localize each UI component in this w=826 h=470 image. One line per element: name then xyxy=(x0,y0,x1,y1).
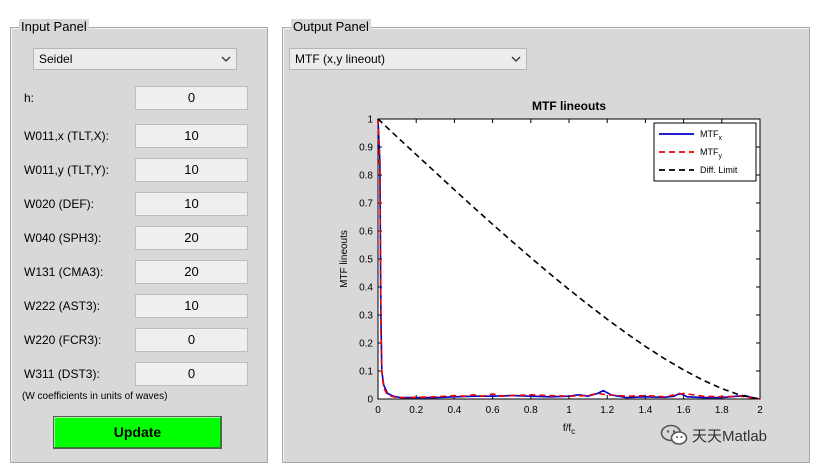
legend-entry-name: MTF xyxy=(700,129,719,139)
x-tick-label: 0.4 xyxy=(447,405,461,416)
y-tick-label: 0.3 xyxy=(359,311,373,322)
x-tick-label: 2 xyxy=(757,405,763,416)
param-label: W311 (DST3): xyxy=(24,367,100,381)
legend-entry-name: Diff. Limit xyxy=(700,165,738,175)
x-tick-label: 1 xyxy=(566,405,572,416)
x-axis-label-sub: c xyxy=(571,427,575,436)
x-tick-label: 0 xyxy=(375,405,381,416)
chart-title: MTF lineouts xyxy=(532,99,606,113)
x-tick-label: 1.6 xyxy=(677,405,691,416)
method-dropdown-value: Seidel xyxy=(39,52,73,66)
x-tick-label: 0.2 xyxy=(409,405,423,416)
series-line-1 xyxy=(377,118,761,400)
x-tick-label: 0.6 xyxy=(486,405,500,416)
y-tick-label: 0.5 xyxy=(359,255,373,266)
param-label: W220 (FCR3): xyxy=(24,333,102,347)
param-input[interactable]: 0 xyxy=(135,362,248,386)
x-tick-label: 0.8 xyxy=(524,405,538,416)
param-label: W131 (CMA3): xyxy=(24,265,104,279)
legend-entry: MTFy xyxy=(700,147,723,160)
x-axis-label-main: f/f xyxy=(563,423,572,434)
x-axis-label: f/fc xyxy=(563,423,575,436)
param-label: W011,y (TLT,Y): xyxy=(24,163,109,177)
param-input[interactable]: 10 xyxy=(135,192,248,216)
param-label: h: xyxy=(24,91,35,105)
param-input[interactable]: 0 xyxy=(135,328,248,352)
y-tick-label: 0.2 xyxy=(359,339,373,350)
update-button[interactable]: Update xyxy=(53,416,222,449)
legend-entry-name: MTF xyxy=(700,147,719,157)
param-input[interactable]: 20 xyxy=(135,226,248,250)
watermark: 天天Matlab xyxy=(660,424,767,446)
y-tick-label: 0.7 xyxy=(359,199,373,210)
input-panel-title: Input Panel xyxy=(19,19,89,35)
mtf-chart-svg: MTF lineouts 0 0.2 0.4 0.6 0.8 1 1.2 1.4 1.6 1.8 2 0… xyxy=(339,99,763,436)
y-tick-label: 0.4 xyxy=(359,283,373,294)
legend-entry-sub: y xyxy=(719,153,723,160)
legend-entry-sub: x xyxy=(719,135,723,142)
units-note: (W coefficients in units of waves) xyxy=(22,391,168,402)
param-input[interactable]: 20 xyxy=(135,260,248,284)
method-dropdown[interactable]: Seidel xyxy=(33,48,237,70)
series-line-2 xyxy=(377,118,761,400)
y-tick-label: 0 xyxy=(367,395,373,406)
x-tick-label: 1.2 xyxy=(600,405,614,416)
param-input[interactable]: 10 xyxy=(135,158,248,182)
output-panel-title: Output Panel xyxy=(291,19,371,35)
x-tick-label: 1.4 xyxy=(638,405,652,416)
watermark-text: 天天Matlab xyxy=(692,427,768,445)
y-axis-label: MTF lineouts xyxy=(339,230,350,288)
y-tick-label: 0.9 xyxy=(359,143,373,154)
param-label: W020 (DEF): xyxy=(24,197,95,211)
param-label: W222 (AST3): xyxy=(24,299,101,313)
x-tick-label: 1.8 xyxy=(715,405,729,416)
param-input[interactable]: 10 xyxy=(135,294,248,318)
y-tick-label: 0.8 xyxy=(359,171,373,182)
param-input[interactable]: 0 xyxy=(135,86,248,110)
param-label: W040 (SPH3): xyxy=(24,231,102,245)
mtf-plot: MTF lineouts 0 0.2 0.4 0.6 0.8 1 1.2 1.4 1.6 1.8 2 0… xyxy=(284,84,804,454)
param-input[interactable]: 10 xyxy=(135,124,248,148)
y-tick-label: 0.6 xyxy=(359,227,373,238)
legend-entry: Diff. Limit xyxy=(700,165,738,175)
output-dropdown[interactable]: MTF (x,y lineout) xyxy=(289,48,527,70)
y-tick-label: 0.1 xyxy=(359,367,373,378)
chevron-down-icon xyxy=(220,49,232,69)
chevron-down-icon xyxy=(510,49,522,69)
wechat-icon xyxy=(660,424,688,445)
param-label: W011,x (TLT,X): xyxy=(24,129,109,143)
legend-entry: MTFx xyxy=(700,129,723,142)
y-tick-label: 1 xyxy=(367,115,373,126)
output-dropdown-value: MTF (x,y lineout) xyxy=(295,52,386,66)
